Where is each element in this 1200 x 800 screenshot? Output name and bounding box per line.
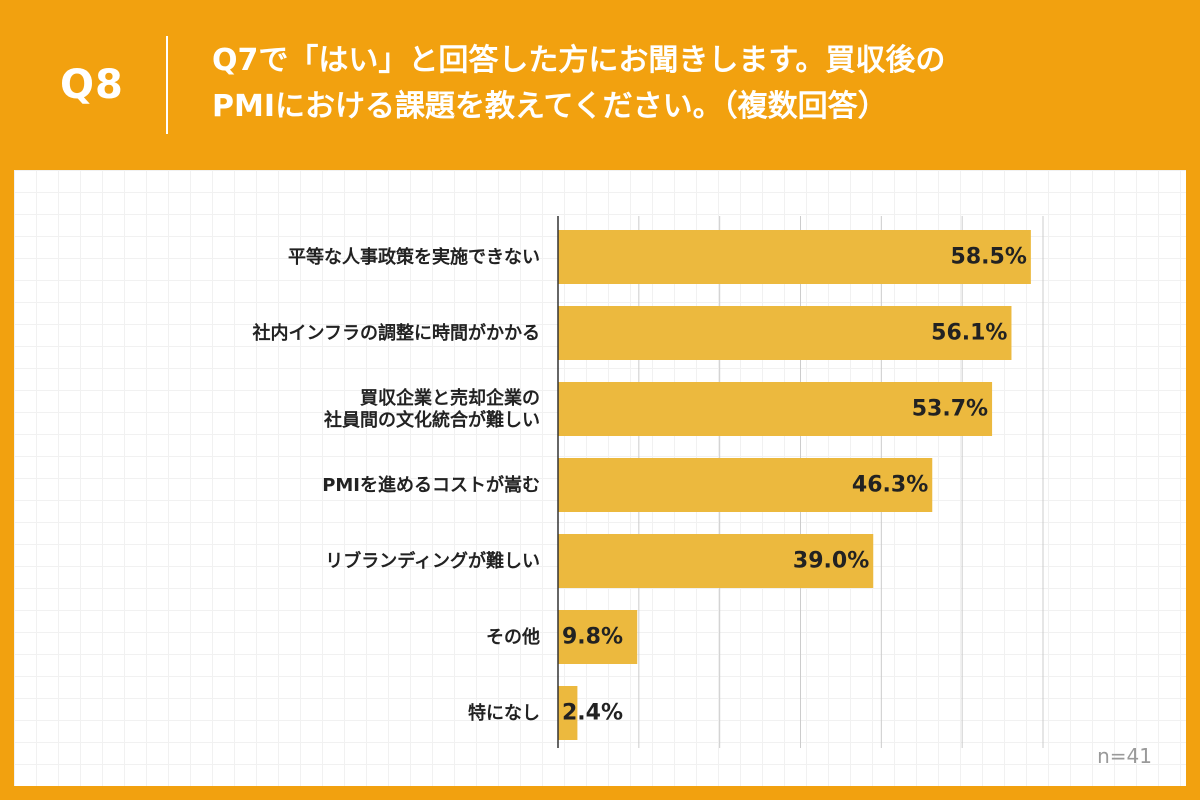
question-text: Q7で「はい」と回答した方にお聞きします。買収後の PMIにおける課題を教えてく…	[212, 38, 1162, 130]
value-label-2: 56.1%	[931, 321, 1007, 346]
value-label-6: 9.8%	[562, 625, 623, 650]
category-label-6: その他	[486, 626, 540, 648]
question-line-2: PMIにおける課題を教えてください。（複数回答）	[212, 89, 888, 124]
chart-header: Q8 Q7で「はい」と回答した方にお聞きします。買収後の PMIにおける課題を教…	[0, 0, 1200, 170]
value-label-1: 58.5%	[951, 245, 1027, 270]
category-label-5: リブランディングが難しい	[325, 550, 540, 572]
header-divider	[166, 36, 168, 134]
category-label-7: 特になし	[468, 702, 540, 724]
bar-4	[558, 458, 933, 512]
bar-3	[558, 382, 993, 436]
category-label-1: 平等な人事政策を実施できない	[288, 246, 540, 268]
bar-5	[558, 534, 874, 588]
value-label-7: 2.4%	[562, 701, 623, 726]
question-number: Q8	[60, 62, 124, 108]
category-label-3: 買収企業と売却企業の社員間の文化統合が難しい	[324, 387, 540, 431]
bar-1	[558, 230, 1031, 284]
question-line-1: Q7で「はい」と回答した方にお聞きします。買収後の	[212, 43, 946, 78]
category-label-4: PMIを進めるコストが嵩む	[322, 474, 540, 496]
bar-2	[558, 306, 1012, 360]
chart-panel: 平等な人事政策を実施できない 58.5% 社内インフラの調整に時間がかかる 56.1%…	[14, 170, 1186, 786]
value-label-3: 53.7%	[912, 397, 988, 422]
category-label-2: 社内インフラの調整に時間がかかる	[253, 322, 540, 344]
sample-size-label: n=41	[1097, 744, 1152, 768]
value-label-4: 46.3%	[852, 473, 928, 498]
bar-chart: 平等な人事政策を実施できない 58.5% 社内インフラの調整に時間がかかる 56.1%…	[253, 216, 1044, 748]
bar-6	[558, 610, 638, 664]
value-label-5: 39.0%	[793, 549, 869, 574]
bar-7	[558, 686, 578, 740]
